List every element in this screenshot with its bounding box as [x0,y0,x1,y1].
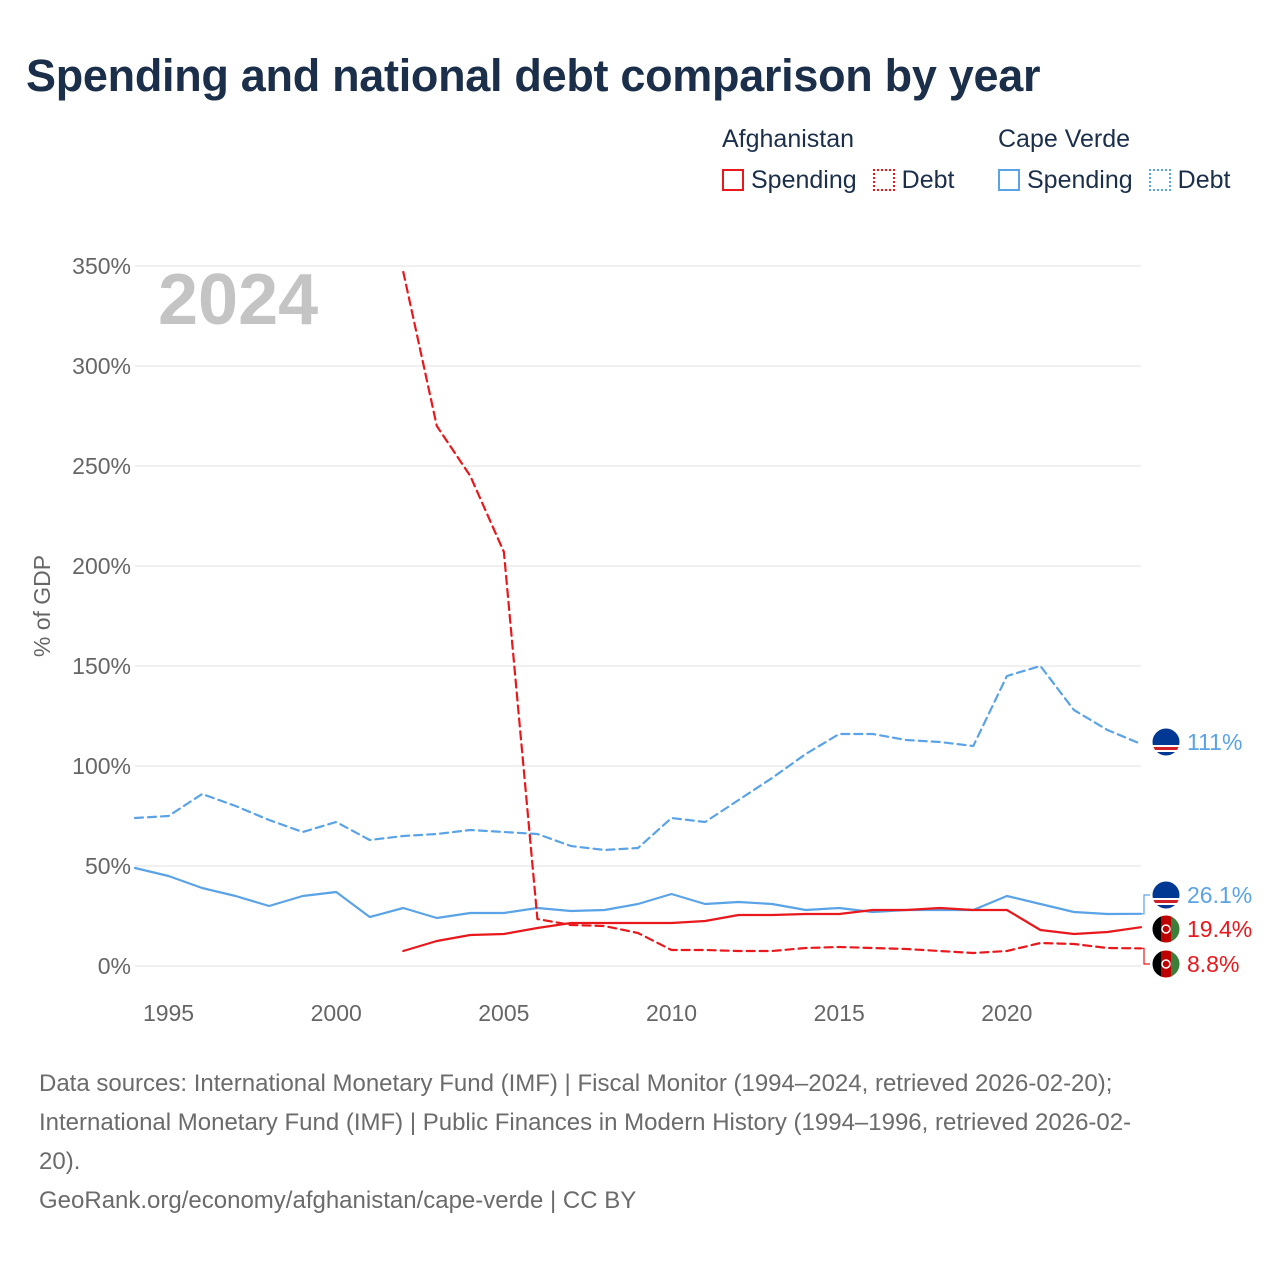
chart-title: Spending and national debt comparison by… [26,50,1041,101]
end-label-afghanistan-debt: 8.8% [1141,947,1239,979]
label-connector [1141,894,1150,915]
legend-label: Debt [901,166,955,194]
y-tick-label: 200% [72,553,131,579]
x-tick-label: 2020 [981,1000,1032,1026]
legend-swatch-dotted [1148,169,1171,191]
y-tick-label: 250% [72,453,131,479]
x-tick-label: 2010 [646,1000,697,1026]
legend-label: Spending [1027,166,1133,194]
footer: Data sources: International Monetary Fun… [39,1064,1239,1220]
legend-item-cape-verde-debt[interactable]: Debt [1148,165,1231,195]
y-tick-label: 350% [72,253,131,279]
axes: 0% 50% 100% 150% 200% 250% 300% 350% 1995 2000 200… [29,253,1032,1026]
legend-label: Spending [751,166,857,194]
y-tick-label: 0% [98,953,131,979]
x-tick-label: 2015 [814,1000,865,1026]
end-label-cape-verde-spending: 26.1% [1141,880,1252,915]
y-axis-label: % of GDP [29,555,55,657]
data-sources-line: International Monetary Fund (IMF) | Publ… [39,1109,1132,1136]
legend-group-name: Cape Verde [998,125,1131,153]
legend-item-cape-verde-spending[interactable]: Spending [998,165,1133,195]
series-line-afghanistan-debt[interactable] [402,270,1143,955]
label-connector [1141,947,1150,965]
legend-swatch-solid [998,169,1020,191]
end-label-cape-verde-debt: 111% [1151,727,1242,757]
series [133,270,1143,955]
line-chart: 0% 50% 100% 150% 200% 250% 300% 350% 1995 2000 200… [29,253,1252,1026]
year-watermark: 2024 [158,260,318,340]
credit-link[interactable]: GeoRank.org/economy/afghanistan/cape-ver… [39,1187,637,1214]
data-sources-line: Data sources: International Monetary Fun… [39,1070,1113,1097]
end-value-label: 19.4% [1187,916,1252,942]
legend-group-afghanistan: Afghanistan Spending Debt [722,122,970,195]
afghanistan-flag-icon [1152,950,1180,978]
y-tick-label: 100% [72,753,131,779]
y-tick-label: 150% [72,653,131,679]
cape-verde-flag-icon [1152,728,1180,756]
end-value-label: 26.1% [1187,882,1252,908]
afghanistan-flag-icon [1152,915,1180,943]
series-line-cape-verde-debt[interactable] [133,664,1143,852]
grid [135,265,1141,967]
cape-verde-flag-icon [1152,881,1180,909]
legend-item-afghanistan-debt[interactable]: Debt [872,165,955,195]
x-tick-label: 2000 [311,1000,362,1026]
data-sources-line: 20). [39,1148,81,1175]
legend-swatch-dotted [872,169,895,191]
legend-group-cape-verde: Cape Verde Spending Debt [998,122,1246,195]
end-labels: 111% 26.1% 19.4% 8.8% [1141,727,1252,979]
series-line-afghanistan-spending[interactable] [402,906,1143,953]
legend-label: Debt [1177,166,1231,194]
legend-group-name: Afghanistan [722,125,855,153]
x-tick-label: 1995 [143,1000,194,1026]
end-label-afghanistan-spending: 19.4% [1151,914,1252,944]
legend-swatch-solid [722,169,744,191]
end-value-label: 8.8% [1187,951,1239,977]
end-value-label: 111% [1187,729,1242,755]
x-tick-label: 2005 [478,1000,529,1026]
y-tick-label: 50% [85,853,131,879]
y-tick-label: 300% [72,353,131,379]
legend-item-afghanistan-spending[interactable]: Spending [722,165,857,195]
